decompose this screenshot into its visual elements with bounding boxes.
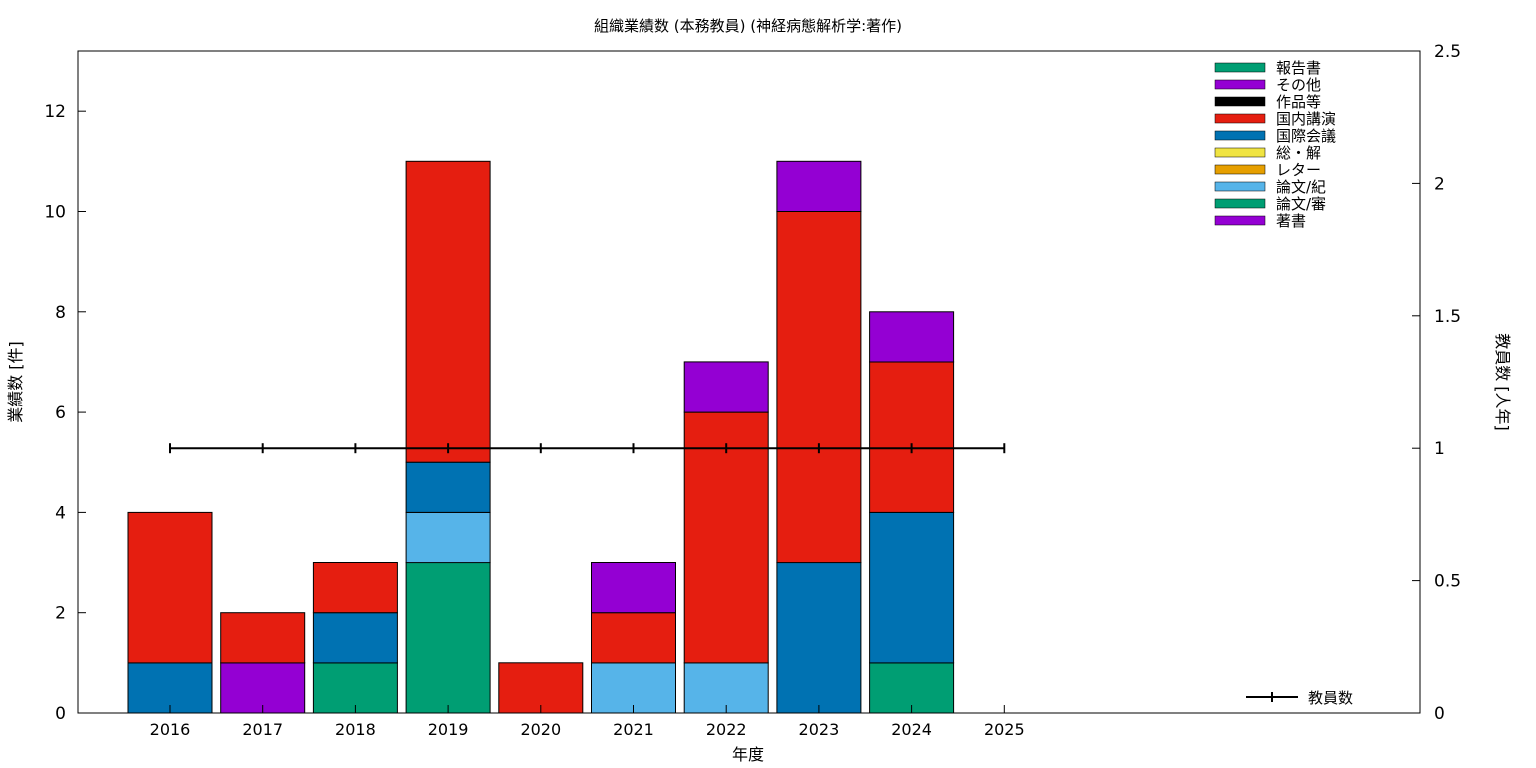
x-tick-label: 2021	[613, 720, 654, 739]
plot-frame	[77, 50, 1421, 714]
bar-segment-2022-s8	[683, 361, 769, 413]
legend-swatch-7	[1214, 181, 1266, 192]
y-tick-label: 0	[55, 704, 66, 724]
legend-label-2: 作品等	[1276, 93, 1321, 111]
bar-segment-2022-s2	[683, 662, 769, 714]
y2-tick-label: 1.5	[1434, 307, 1461, 327]
legend-label-6: レター	[1276, 161, 1321, 179]
x-tick-label: 2016	[150, 720, 191, 739]
legend-label-0: 報告書	[1276, 59, 1321, 77]
y-axis-label: 業績数 [件]	[6, 341, 25, 423]
y-tick-label: 6	[55, 403, 66, 423]
y2-tick-label: 0	[1434, 704, 1445, 724]
x-tick-label: 2018	[335, 720, 376, 739]
legend-label-5: 総・解	[1276, 144, 1321, 162]
bar-segment-2016-s5	[127, 662, 213, 714]
x-tick-label: 2017	[242, 720, 283, 739]
x-axis-label: 年度	[732, 745, 764, 764]
legend-label-8: 論文/審	[1276, 195, 1326, 213]
legend-label-1: その他	[1276, 76, 1321, 94]
y2-tick-label: 0.5	[1434, 572, 1461, 592]
bar-segment-2017-s6	[220, 612, 306, 664]
x-tick-label: 2023	[799, 720, 840, 739]
y2-tick-label: 2.5	[1434, 42, 1461, 62]
line-layer	[169, 443, 1006, 454]
y-tick-label: 2	[55, 604, 66, 624]
bars-layer	[127, 160, 955, 714]
bar-segment-2021-s8	[591, 562, 676, 614]
y-tick-label: 10	[44, 202, 66, 222]
y2-axis-label: 教員数 [人年]	[1493, 333, 1512, 431]
legend-swatch-6	[1214, 164, 1266, 175]
bar-segment-2023-s6	[776, 211, 862, 564]
y2-tick-label: 2	[1434, 174, 1445, 194]
legend-swatch-4	[1214, 130, 1266, 141]
legend-swatch-2	[1214, 96, 1266, 107]
y-tick-label: 8	[55, 303, 66, 323]
bar-segment-2024-s6	[869, 361, 955, 513]
bar-segment-2019-s6	[405, 160, 491, 463]
legend-swatch-9	[1214, 215, 1266, 226]
bar-segment-2020-s6	[498, 662, 584, 714]
bar-segment-2024-s8	[869, 311, 955, 363]
bar-segment-2018-s6	[312, 562, 398, 614]
bar-segment-2019-s5	[405, 461, 491, 513]
legend-label-3: 国内講演	[1276, 110, 1336, 128]
bar-segment-2023-s8	[776, 160, 862, 213]
legend-label-4: 国際会議	[1276, 127, 1336, 145]
bar-segment-2017-s0	[220, 662, 306, 714]
legend-swatch-5	[1214, 147, 1266, 158]
bar-segment-2021-s6	[591, 612, 676, 664]
legend-swatch-8	[1214, 198, 1266, 209]
legend-swatch-0	[1214, 62, 1266, 73]
bar-segment-2023-s5	[776, 562, 862, 714]
x-tick-label: 2024	[891, 720, 932, 739]
x-tick-label: 2022	[706, 720, 747, 739]
bar-segment-2019-s1	[405, 562, 491, 714]
x-tick-label: 2019	[428, 720, 469, 739]
bar-segment-2024-s5	[869, 511, 955, 664]
legend-label-7: 論文/紀	[1276, 178, 1326, 196]
x-tick-label: 2020	[520, 720, 561, 739]
chart-title: 組織業績数 (本務教員) (神経病態解析学:著作)	[594, 17, 902, 35]
y2-tick-label: 1	[1434, 439, 1445, 459]
axes-layer: 0 2 4 6 8 10 12 0 0.5 1 1.5 2 2.5 2016 2017 2018 2019 202…	[44, 42, 1461, 739]
legend-swatch-3	[1214, 113, 1266, 124]
y-tick-label: 4	[55, 503, 66, 523]
y-tick-label: 12	[44, 102, 66, 122]
bar-segment-2024-s1	[869, 662, 955, 714]
legend-label-9: 著書	[1276, 212, 1306, 230]
bar-segment-2019-s2	[405, 511, 491, 564]
bar-segment-2018-s5	[312, 612, 398, 664]
legend-swatch-1	[1214, 79, 1266, 90]
bar-segment-2022-s6	[683, 411, 769, 664]
x-tick-label: 2025	[984, 720, 1025, 739]
legend-line-label: 教員数	[1308, 689, 1353, 707]
bar-segment-2016-s6	[127, 511, 213, 664]
